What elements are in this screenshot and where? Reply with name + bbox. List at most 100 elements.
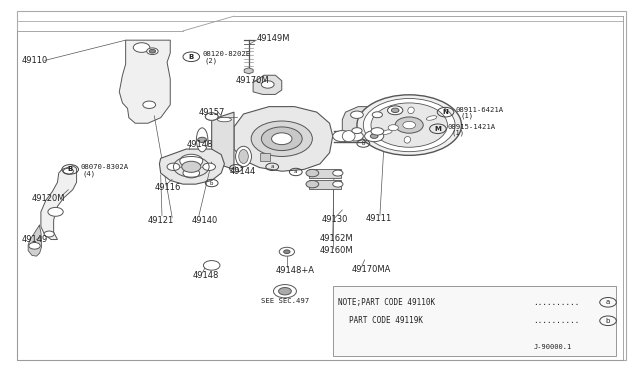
Circle shape — [357, 95, 461, 155]
Text: (1): (1) — [452, 129, 465, 136]
Text: 49140: 49140 — [191, 216, 218, 225]
Text: (1): (1) — [460, 113, 474, 119]
Text: (4): (4) — [83, 170, 96, 177]
Circle shape — [149, 49, 156, 53]
Circle shape — [278, 288, 291, 295]
Text: b: b — [362, 141, 365, 146]
Text: J-90000.1: J-90000.1 — [534, 344, 572, 350]
Text: 49116: 49116 — [154, 183, 180, 192]
Circle shape — [48, 208, 63, 216]
Ellipse shape — [218, 117, 232, 122]
Circle shape — [147, 48, 158, 55]
Circle shape — [261, 81, 274, 88]
Text: ..........: .......... — [534, 298, 580, 307]
Polygon shape — [28, 225, 42, 256]
Circle shape — [306, 169, 319, 177]
Circle shape — [371, 134, 378, 138]
Text: 49170MA: 49170MA — [352, 265, 391, 274]
Text: 49111: 49111 — [366, 214, 392, 222]
Polygon shape — [41, 166, 77, 240]
Text: 49148+A: 49148+A — [275, 266, 314, 275]
Text: 08911-6421A: 08911-6421A — [456, 107, 504, 113]
Circle shape — [198, 137, 207, 142]
Circle shape — [44, 231, 54, 237]
Text: 08915-1421A: 08915-1421A — [447, 124, 495, 130]
Circle shape — [271, 133, 292, 145]
Circle shape — [347, 131, 364, 141]
Circle shape — [279, 247, 294, 256]
Circle shape — [392, 108, 399, 112]
Text: 49170M: 49170M — [236, 76, 269, 85]
Circle shape — [403, 121, 415, 129]
Text: b: b — [606, 318, 610, 324]
Circle shape — [371, 128, 384, 135]
Circle shape — [352, 128, 362, 134]
Polygon shape — [244, 68, 253, 74]
Circle shape — [203, 163, 216, 170]
Circle shape — [251, 121, 312, 157]
Text: 49148: 49148 — [193, 271, 219, 280]
Ellipse shape — [239, 150, 248, 163]
Text: 49120M: 49120M — [32, 194, 65, 203]
Circle shape — [29, 243, 40, 249]
Text: 08120-8202E: 08120-8202E — [202, 51, 250, 57]
Text: PART CODE 49119K: PART CODE 49119K — [349, 316, 422, 325]
Circle shape — [205, 113, 218, 120]
Text: 08070-8302A: 08070-8302A — [81, 164, 129, 170]
Text: 49157: 49157 — [199, 108, 225, 117]
Ellipse shape — [426, 116, 437, 120]
Circle shape — [306, 180, 319, 188]
Text: 49110: 49110 — [22, 56, 48, 65]
Polygon shape — [342, 107, 389, 138]
Polygon shape — [159, 149, 225, 184]
Bar — [309, 180, 341, 189]
Text: SEE SEC.497: SEE SEC.497 — [261, 298, 309, 304]
Text: 49148: 49148 — [186, 140, 212, 149]
Circle shape — [205, 113, 218, 120]
Text: 49149: 49149 — [22, 235, 48, 244]
Circle shape — [333, 131, 352, 142]
Circle shape — [395, 117, 423, 133]
Circle shape — [365, 131, 384, 142]
Bar — [333, 286, 616, 356]
Circle shape — [167, 163, 180, 170]
Ellipse shape — [342, 131, 355, 142]
Circle shape — [333, 181, 343, 187]
Polygon shape — [119, 40, 170, 123]
Text: NOTE;PART CODE 49110K: NOTE;PART CODE 49110K — [338, 298, 435, 307]
Circle shape — [273, 285, 296, 298]
Circle shape — [333, 170, 343, 176]
Circle shape — [183, 168, 200, 178]
Text: N: N — [443, 109, 449, 115]
Circle shape — [204, 260, 220, 270]
Circle shape — [133, 43, 150, 52]
Text: a: a — [606, 299, 610, 305]
Ellipse shape — [408, 107, 414, 114]
Ellipse shape — [196, 128, 208, 152]
Text: 49160M: 49160M — [320, 246, 354, 255]
Ellipse shape — [236, 146, 252, 167]
Ellipse shape — [404, 137, 411, 143]
Circle shape — [388, 106, 403, 115]
Circle shape — [364, 99, 455, 152]
Circle shape — [371, 103, 447, 147]
Text: b: b — [234, 166, 237, 171]
Polygon shape — [234, 107, 333, 171]
Text: ..........: .......... — [534, 316, 580, 325]
Text: a: a — [294, 170, 298, 174]
Text: 49130: 49130 — [321, 215, 348, 224]
Circle shape — [180, 154, 203, 167]
Circle shape — [261, 127, 302, 151]
Circle shape — [388, 125, 398, 131]
Circle shape — [351, 111, 364, 118]
Bar — [260, 153, 269, 161]
Ellipse shape — [381, 130, 392, 134]
Polygon shape — [253, 75, 282, 94]
Text: B: B — [68, 166, 73, 172]
Text: a: a — [271, 164, 274, 169]
Text: b: b — [210, 180, 213, 186]
Text: 49162M: 49162M — [320, 234, 354, 243]
Polygon shape — [212, 112, 234, 169]
Text: (2): (2) — [205, 57, 218, 64]
Circle shape — [372, 112, 383, 118]
